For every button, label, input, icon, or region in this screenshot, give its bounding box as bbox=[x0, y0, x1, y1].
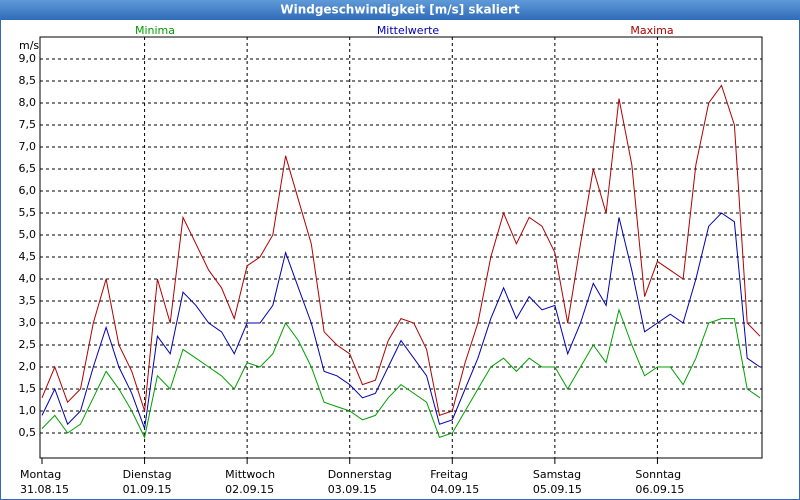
title-bar bbox=[0, 0, 800, 20]
legend-entry: Mittelwerte bbox=[377, 24, 440, 37]
x-tick-label: Dienstag bbox=[123, 468, 172, 481]
y-tick-label: 8,0 bbox=[19, 96, 37, 109]
y-tick-label: 1,0 bbox=[19, 404, 37, 417]
x-tick-label: Freitag bbox=[430, 468, 468, 481]
y-tick-label: 6,0 bbox=[19, 184, 37, 197]
y-tick-label: 1,5 bbox=[19, 382, 37, 395]
x-tick-sublabel: 01.09.15 bbox=[123, 483, 172, 496]
y-tick-label: 2,0 bbox=[19, 360, 37, 373]
y-tick-label: 8,5 bbox=[19, 74, 37, 87]
x-tick-label: Samstag bbox=[533, 468, 581, 481]
series-line bbox=[41, 84, 761, 417]
y-tick-label: 9,0 bbox=[19, 52, 37, 65]
legend-entry: Maxima bbox=[630, 24, 673, 37]
x-tick-label: Montag bbox=[20, 468, 61, 481]
y-tick-label: 5,0 bbox=[19, 228, 37, 241]
x-tick-label: Sonntag bbox=[635, 468, 681, 481]
x-tick-sublabel: 02.09.15 bbox=[225, 483, 274, 496]
x-tick-sublabel: 03.09.15 bbox=[328, 483, 377, 496]
y-tick-label: 7,5 bbox=[19, 118, 37, 131]
y-tick-label: 2,5 bbox=[19, 338, 37, 351]
x-tick-sublabel: 06.09.15 bbox=[635, 483, 684, 496]
x-tick-label: Mittwoch bbox=[225, 468, 275, 481]
y-axis-label: m/s bbox=[19, 39, 39, 52]
y-tick-label: 3,0 bbox=[19, 316, 37, 329]
x-tick-label: Donnerstag bbox=[328, 468, 392, 481]
x-tick-sublabel: 31.08.15 bbox=[20, 483, 69, 496]
plot-frame bbox=[39, 36, 763, 459]
chart-title: Windgeschwindigkeit [m/s] skaliert bbox=[280, 3, 520, 17]
y-tick-label: 4,0 bbox=[19, 272, 37, 285]
y-tick-label: 6,5 bbox=[19, 162, 37, 175]
series-line bbox=[41, 308, 761, 439]
y-tick-label: 4,5 bbox=[19, 250, 37, 263]
y-tick-label: 0,5 bbox=[19, 426, 37, 439]
series-line bbox=[41, 212, 761, 429]
x-tick-sublabel: 05.09.15 bbox=[533, 483, 582, 496]
y-tick-label: 7,0 bbox=[19, 140, 37, 153]
y-tick-label: 3,5 bbox=[19, 294, 37, 307]
x-tick-sublabel: 04.09.15 bbox=[430, 483, 479, 496]
y-tick-label: 5,5 bbox=[19, 206, 37, 219]
legend-entry: Minima bbox=[135, 24, 175, 37]
